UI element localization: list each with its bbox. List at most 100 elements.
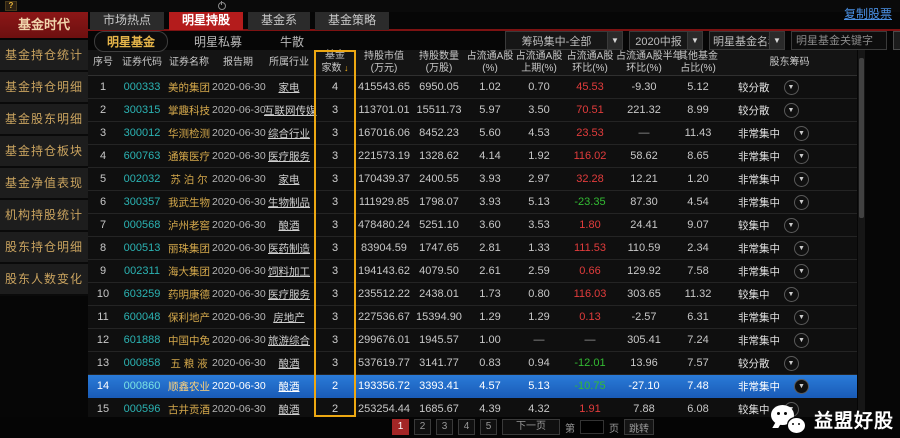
sidebar-item-4[interactable]: 基金持仓板块 (0, 136, 88, 168)
cell-industry[interactable]: 酿酒 (278, 403, 300, 416)
cell-industry[interactable]: 医疗服务 (268, 288, 310, 301)
chip-detail-dropdown-button[interactable]: ▼ (794, 378, 809, 394)
sidebar-item-8[interactable]: 股东人数变化 (0, 264, 88, 296)
sub-tab[interactable]: 牛散 (280, 34, 305, 49)
chip-detail-dropdown-button[interactable]: ▼ (794, 171, 809, 187)
column-header[interactable]: 证券名称 (169, 56, 209, 68)
page-button-2[interactable]: 2 (414, 419, 431, 435)
column-header[interactable]: 持股数量 (万股) (419, 50, 459, 74)
page-button-1[interactable]: 1 (392, 419, 409, 435)
cell-industry[interactable]: 酿酒 (278, 219, 300, 232)
table-row[interactable]: 4 600763 通策医疗 2020-06-30 医疗服务 3 221573.19 1328.… (88, 145, 857, 168)
chip-detail-dropdown-button[interactable]: ▼ (794, 309, 809, 325)
table-row[interactable]: 9 002311 海大集团 2020-06-30 饲料加工 3 194143.62 4079.… (88, 260, 857, 283)
report-period-dropdown[interactable]: 2020中报 ▼ (629, 31, 703, 50)
sidebar-item-2[interactable]: 基金持仓明细 (0, 72, 88, 104)
page-button-3[interactable]: 3 (436, 419, 453, 435)
tab[interactable]: 基金策略 (315, 10, 390, 30)
sidebar-item-6[interactable]: 机构持股统计 (0, 200, 88, 232)
column-header[interactable]: 占流通A股 环比(%) (566, 50, 614, 74)
cell-industry[interactable]: 旅游综合 (268, 334, 310, 347)
sub-tab[interactable]: 明星私募 (194, 34, 243, 49)
table-row[interactable]: 6 300357 我武生物 2020-06-30 生物制品 3 111929.85 1798.… (88, 191, 857, 214)
table-row[interactable]: 13 000858 五 粮 液 2020-06-30 酿酒 3 537619.77 3141.… (88, 352, 857, 375)
cell-pct-change-half-year: -27.10 (628, 380, 660, 392)
chip-concentration-dropdown[interactable]: 筹码集中-全部 ▼ (505, 31, 623, 50)
cell-industry[interactable]: 医疗服务 (268, 150, 310, 163)
cell-industry[interactable]: 房地产 (273, 311, 305, 324)
sub-tab[interactable]: 明星基金 (94, 30, 169, 52)
chip-detail-dropdown-button[interactable]: ▼ (794, 263, 809, 279)
pagination: 1 2 3 4 5 下一页第 页跳转 (392, 419, 654, 435)
chip-detail-dropdown-button[interactable]: ▼ (783, 355, 799, 371)
jump-confirm-button[interactable]: 跳转 (624, 419, 654, 435)
cell-industry[interactable]: 生物制品 (268, 196, 310, 209)
cell-pct-float: 4.14 (479, 150, 501, 162)
cell-industry[interactable]: 医药制造 (268, 242, 310, 255)
cell-pct-change-half-year: 13.96 (630, 357, 658, 369)
jump-page-input[interactable] (580, 420, 604, 434)
column-header[interactable]: 持股市值 (万元) (364, 50, 404, 74)
column-header[interactable]: 其他基金 占比(%) (678, 50, 718, 74)
tab[interactable]: 明星持股 (169, 10, 244, 30)
cell-pct-change-half-year: 7.88 (633, 403, 655, 415)
column-header[interactable]: 所属行业 (269, 56, 309, 68)
column-header[interactable]: 证券代码 (122, 56, 162, 68)
cell-industry[interactable]: 酿酒 (278, 357, 300, 370)
chip-detail-dropdown-button[interactable]: ▼ (794, 148, 809, 164)
sidebar-item-7[interactable]: 股东持仓明细 (0, 232, 88, 264)
copy-stocks-link[interactable]: 复制股票 (843, 7, 892, 21)
column-header[interactable]: 占流通A股半年 环比(%) (616, 50, 683, 74)
cell-industry[interactable]: 综合行业 (268, 127, 310, 140)
column-header[interactable]: 占流通A股 上期(%) (515, 50, 563, 74)
tab[interactable]: 基金系 (248, 10, 311, 30)
chip-detail-dropdown-button[interactable]: ▼ (783, 286, 799, 302)
cell-industry[interactable]: 酿酒 (278, 380, 300, 393)
table-row[interactable]: 11 600048 保利地产 2020-06-30 房地产 3 227536.67 15394… (88, 306, 857, 329)
chip-detail-dropdown-button[interactable]: ▼ (794, 194, 809, 210)
tab[interactable]: 市场热点 (90, 10, 165, 30)
vertical-scrollbar[interactable] (858, 50, 865, 417)
help-icon[interactable]: ? (5, 1, 17, 11)
chip-detail-dropdown-button[interactable]: ▼ (794, 332, 809, 348)
table-row[interactable]: 12 601888 中国中免 2020-06-30 旅游综合 3 299676.01 1945… (88, 329, 857, 352)
chip-detail-dropdown-button[interactable]: ▼ (794, 240, 809, 256)
next-page-button[interactable]: 下一页 (502, 419, 560, 435)
scrollbar-thumb[interactable] (859, 58, 864, 218)
table-row[interactable]: 1 000333 美的集团 2020-06-30 家电 4 415543.65 6950.05… (88, 76, 857, 99)
cell-industry[interactable]: 家电 (278, 81, 300, 94)
column-header[interactable]: 报告期 (223, 56, 253, 68)
chip-detail-dropdown-button[interactable]: ▼ (783, 79, 799, 95)
column-header[interactable]: 基金 家数 ↓ (321, 50, 349, 74)
page-button-5[interactable]: 5 (480, 419, 497, 435)
cell-code: 600048 (123, 311, 161, 323)
chip-detail-dropdown-button[interactable]: ▼ (783, 217, 799, 233)
chip-detail-dropdown-button[interactable]: ▼ (783, 102, 799, 118)
column-header[interactable]: 占流通A股 (%) (466, 50, 514, 74)
fund-keyword-input[interactable] (791, 31, 887, 50)
sidebar-item-1[interactable]: 基金持仓统计 (0, 40, 88, 72)
cell-industry[interactable]: 饲料加工 (268, 265, 310, 278)
chip-detail-dropdown-button[interactable]: ▼ (794, 125, 809, 141)
table-row[interactable]: 10 603259 药明康德 2020-06-30 医疗服务 3 235512.22 2438… (88, 283, 857, 306)
cell-industry[interactable]: 互联网传媒 (264, 104, 317, 117)
column-header[interactable]: 股东筹码 (769, 56, 810, 68)
sidebar-item-3[interactable]: 基金股东明细 (0, 104, 88, 136)
fund-name-dropdown[interactable]: 明星基金名称 ▼ (709, 31, 785, 50)
search-button[interactable]: 查 询 (893, 31, 900, 50)
table-row[interactable]: 7 000568 泸州老窖 2020-06-30 酿酒 3 478480.24 5251.10… (88, 214, 857, 237)
cell-market-value: 235512.22 (358, 288, 410, 300)
pin-icon[interactable] (218, 1, 226, 10)
table-row[interactable]: 8 000513 丽珠集团 2020-06-30 医药制造 3 83904.59 1747.6… (88, 237, 857, 260)
table-row[interactable]: 15 000596 古井贡酒 2020-06-30 酿酒 2 253254.44 1685.6… (88, 398, 857, 417)
cell-holder-chip: 较分散 ▼ (724, 79, 855, 95)
page-button-4[interactable]: 4 (458, 419, 475, 435)
table-row[interactable]: 5 002032 苏 泊 尔 2020-06-30 家电 3 170439.37 2400.5… (88, 168, 857, 191)
table-row[interactable]: 14 000860 顺鑫农业 2020-06-30 酿酒 2 193356.72 3393.4… (88, 375, 857, 398)
sidebar-item-5[interactable]: 基金净值表现 (0, 168, 88, 200)
table-row[interactable]: 2 300315 掌趣科技 2020-06-30 互联网传媒 3 113701.01 1551… (88, 99, 857, 122)
cell-industry[interactable]: 家电 (278, 173, 300, 186)
column-header[interactable]: 序号 (93, 56, 113, 68)
cell-report-date: 2020-06-30 (212, 81, 266, 93)
table-row[interactable]: 3 300012 华测检测 2020-06-30 综合行业 3 167016.06 8452.… (88, 122, 857, 145)
